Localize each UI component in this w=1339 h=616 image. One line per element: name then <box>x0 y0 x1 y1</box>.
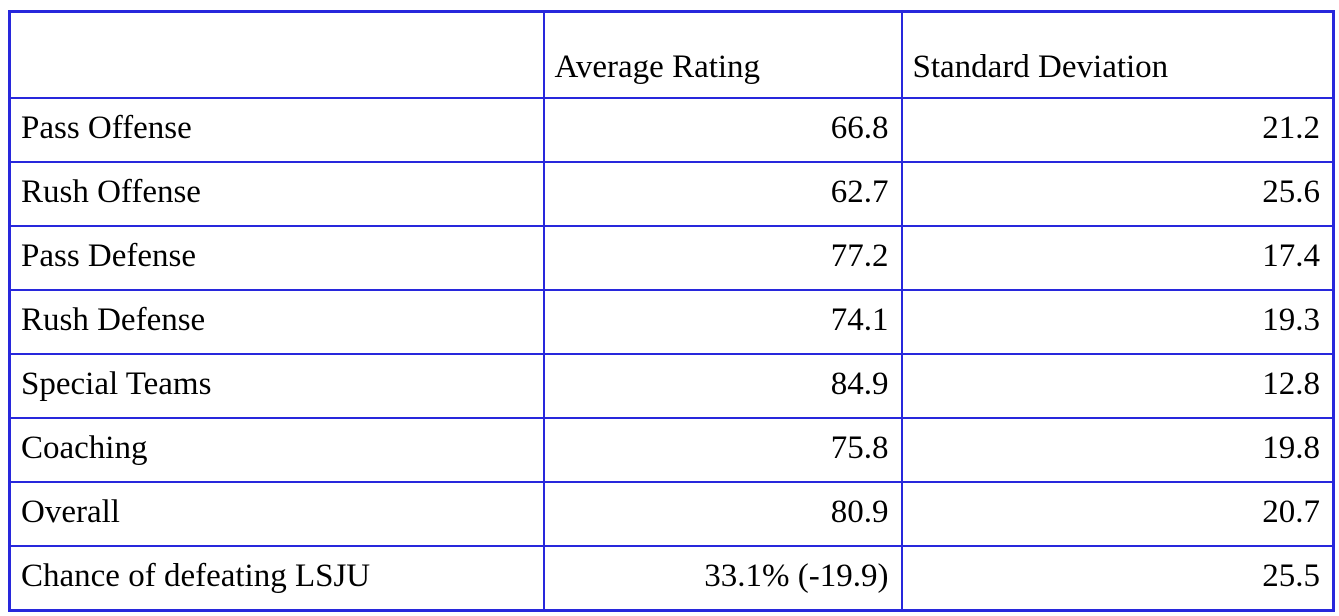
table-row: Pass Offense 66.8 21.2 <box>8 97 1335 163</box>
average-rating-cell: 77.2 <box>542 225 903 291</box>
row-label-cell: Special Teams <box>8 353 545 419</box>
table-row: Overall 80.9 20.7 <box>8 481 1335 547</box>
row-label-cell: Rush Offense <box>8 161 545 227</box>
table-row: Coaching 75.8 19.8 <box>8 417 1335 483</box>
average-rating-cell: 84.9 <box>542 353 903 419</box>
standard-deviation-cell: 12.8 <box>900 353 1335 419</box>
row-label-cell: Pass Defense <box>8 225 545 291</box>
ratings-table: Average Rating Standard Deviation Pass O… <box>8 10 1335 612</box>
average-rating-cell: 75.8 <box>542 417 903 483</box>
table-body: Average Rating Standard Deviation Pass O… <box>8 10 1335 611</box>
average-rating-cell: 33.1% (-19.9) <box>542 545 903 611</box>
standard-deviation-cell: 25.6 <box>900 161 1335 227</box>
standard-deviation-cell: 25.5 <box>900 545 1335 611</box>
average-rating-cell: 66.8 <box>542 97 903 163</box>
standard-deviation-cell: 17.4 <box>900 225 1335 291</box>
row-label-cell: Overall <box>8 481 545 547</box>
corner-cell <box>8 10 545 99</box>
table-row: Chance of defeating LSJU 33.1% (-19.9) 2… <box>8 545 1335 611</box>
column-header-average-rating: Average Rating <box>542 10 903 99</box>
table-row: Rush Defense 74.1 19.3 <box>8 289 1335 355</box>
row-label-cell: Coaching <box>8 417 545 483</box>
table-header-row: Average Rating Standard Deviation <box>8 10 1335 99</box>
average-rating-cell: 80.9 <box>542 481 903 547</box>
standard-deviation-cell: 20.7 <box>900 481 1335 547</box>
table-row: Pass Defense 77.2 17.4 <box>8 225 1335 291</box>
table-row: Rush Offense 62.7 25.6 <box>8 161 1335 227</box>
row-label-cell: Chance of defeating LSJU <box>8 545 545 611</box>
average-rating-cell: 62.7 <box>542 161 903 227</box>
average-rating-cell: 74.1 <box>542 289 903 355</box>
column-header-standard-deviation: Standard Deviation <box>900 10 1335 99</box>
table-row: Special Teams 84.9 12.8 <box>8 353 1335 419</box>
standard-deviation-cell: 19.8 <box>900 417 1335 483</box>
standard-deviation-cell: 19.3 <box>900 289 1335 355</box>
standard-deviation-cell: 21.2 <box>900 97 1335 163</box>
row-label-cell: Pass Offense <box>8 97 545 163</box>
row-label-cell: Rush Defense <box>8 289 545 355</box>
